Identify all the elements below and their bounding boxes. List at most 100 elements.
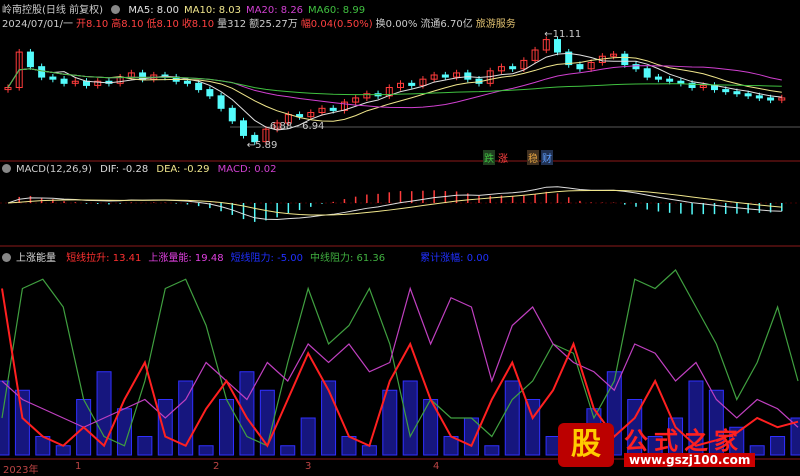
- candle: [733, 91, 741, 95]
- logo-text: 公式之家: [624, 427, 744, 455]
- candle: [397, 82, 404, 89]
- candle: [217, 95, 225, 109]
- quote-info: 低8.10: [146, 19, 179, 30]
- candle: [464, 72, 472, 80]
- indicator-legend: 短线拉升: 13.41: [66, 253, 142, 264]
- candle: [251, 134, 259, 143]
- candle: [688, 82, 696, 89]
- candle: [520, 59, 528, 70]
- header-info-row: 2024/07/01/一 开8.10 高8.10 低8.10 收8.10 量312 额25.…: [2, 15, 519, 30]
- short-resist-bar: [525, 399, 541, 456]
- badge-cai[interactable]: 财: [541, 150, 553, 165]
- candle: [565, 51, 573, 66]
- candle: [643, 68, 651, 78]
- candle: [206, 89, 214, 97]
- collapse-icon[interactable]: [2, 164, 11, 173]
- short-resist-bar: [239, 371, 255, 456]
- indicator-title: 上涨能量: [16, 253, 56, 264]
- low-price-label: ←5.89: [247, 140, 278, 151]
- high-price-label: ←11.11: [544, 29, 581, 40]
- quote-info: 流通6.70亿: [420, 19, 473, 30]
- candle: [408, 82, 416, 86]
- ma-legend: MA20: 8.26: [246, 5, 304, 16]
- short-resist-bar: [402, 380, 418, 456]
- short-resist-bar: [770, 436, 786, 456]
- short-resist-bar: [749, 445, 765, 456]
- macd-dea: DEA: -0.29: [156, 164, 210, 175]
- candle: [531, 49, 539, 61]
- quote-info: 额25.27万: [249, 19, 298, 30]
- candle: [262, 128, 270, 143]
- indicator-header: 上涨能量 短线拉升: 13.41 上涨量能: 19.48 短线阻力: -5.00 中线…: [2, 249, 494, 264]
- ma-legend: MA10: 8.03: [184, 5, 242, 16]
- badge-zhang[interactable]: 涨: [498, 154, 508, 165]
- header-ma-row: 岭南控股(日线 前复权) MA5: 8.00 MA10: 8.03 MA20: 8.…: [2, 1, 375, 16]
- quote-info: 收8.10: [181, 19, 215, 30]
- candle: [318, 107, 326, 114]
- candle: [778, 97, 786, 101]
- candle: [453, 72, 461, 78]
- macd-title: MACD(12,26,9): [16, 164, 92, 175]
- candle: [621, 53, 629, 66]
- badge-wen[interactable]: 稳: [527, 150, 539, 165]
- logo-url: www.gszj100.com: [624, 453, 756, 467]
- short-resist-bar: [14, 389, 30, 456]
- candle: [699, 84, 707, 88]
- short-resist-bar: [198, 445, 214, 456]
- candle: [666, 78, 674, 82]
- short-resist-bar: [382, 389, 398, 456]
- quote-info: 高8.10: [111, 19, 144, 30]
- candle: [94, 80, 102, 86]
- short-resist-bar: [157, 399, 173, 456]
- candle: [632, 64, 640, 70]
- short-resist-bar: [300, 417, 316, 456]
- candle: [329, 107, 337, 111]
- short-resist-bar: [280, 445, 296, 456]
- indicator-legend: 短线阻力: -5.00: [230, 253, 303, 264]
- indicator-legend: 上涨量能: 19.48: [148, 253, 224, 264]
- short-resist-bar: [96, 371, 112, 456]
- candle: [610, 53, 618, 57]
- candle: [509, 66, 517, 70]
- candle: [419, 78, 427, 86]
- dea-line: [7, 189, 782, 216]
- candle: [60, 78, 68, 84]
- candle: [430, 74, 438, 80]
- candle: [677, 80, 685, 84]
- short-resist-bar: [178, 380, 194, 456]
- candle: [307, 112, 315, 118]
- macd-value: MACD: 0.02: [217, 164, 277, 175]
- range-label: 6.88 - 6.94: [270, 121, 325, 132]
- indicator-legend: 中线阻力: 61.36: [309, 253, 386, 264]
- candle: [26, 51, 34, 68]
- quote-info: 旅游服务: [475, 19, 516, 30]
- ma60-line: [7, 68, 782, 96]
- quote-info: 换0.00%: [375, 19, 418, 30]
- quote-info: 开8.10: [76, 19, 109, 30]
- quote-info: 2024/07/01/一: [2, 19, 74, 30]
- collapse-icon[interactable]: [2, 253, 11, 262]
- collapse-icon[interactable]: [111, 5, 121, 14]
- chart-title: 岭南控股(日线 前复权): [2, 5, 103, 16]
- candle: [767, 97, 775, 101]
- badge-die[interactable]: 跌: [483, 150, 495, 165]
- indicator-legend: 累计涨幅: 0.00: [420, 253, 489, 264]
- candle: [228, 107, 236, 122]
- candle: [183, 80, 191, 84]
- ma-legend: MA60: 8.99: [308, 5, 366, 16]
- candle: [542, 39, 550, 51]
- up_energy-line: [1, 286, 799, 428]
- short-resist-bar: [484, 445, 500, 456]
- candle: [554, 39, 561, 53]
- ma5-line: [7, 52, 782, 131]
- short_pull-line: [1, 288, 799, 448]
- short-resist-bar: [137, 436, 153, 456]
- quote-info: 量312: [217, 19, 247, 30]
- candle: [363, 93, 371, 99]
- ma-legend: MA5: 8.00: [128, 5, 180, 16]
- xaxis-label: 1: [75, 461, 82, 472]
- candle: [71, 80, 79, 84]
- candle: [755, 95, 763, 99]
- xaxis-label: 2023年: [3, 465, 39, 476]
